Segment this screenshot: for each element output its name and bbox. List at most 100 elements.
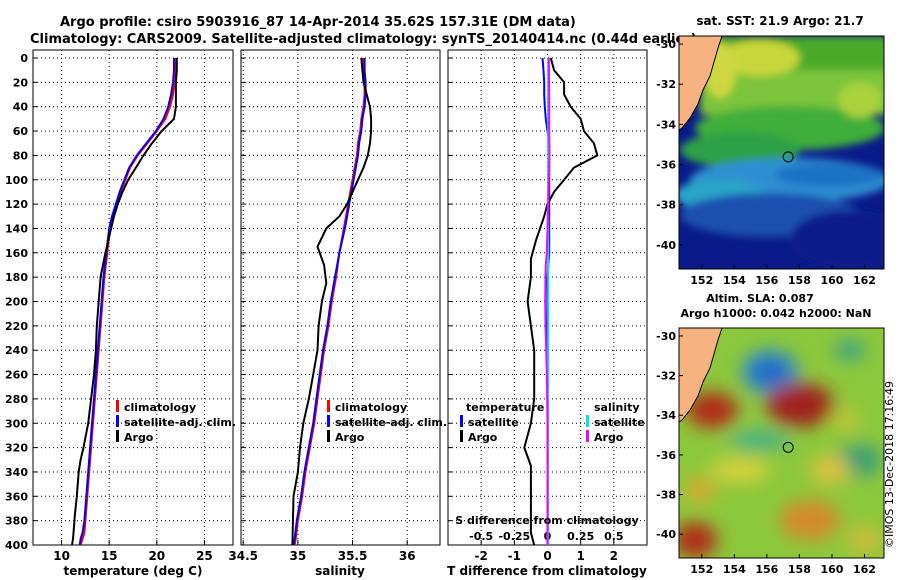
map-y-tick-label: -40: [656, 528, 676, 541]
legend-label-satellite: satellite-adj. clim.: [124, 416, 236, 429]
s-tick-label: 0.5: [604, 530, 624, 543]
map-x-tick-label: 158: [788, 563, 811, 576]
map-y-tick-label: -38: [656, 199, 676, 212]
y-tick-label: 0: [20, 52, 28, 65]
map-x-tick-label: 152: [690, 274, 713, 287]
map-x-tick-label: 152: [690, 563, 713, 576]
y-tick-label: 280: [5, 393, 28, 406]
x-tick-label: 35.5: [338, 549, 368, 563]
legend-title-temperature: temperature: [466, 401, 544, 414]
legend-label-s-satellite: satellite: [594, 416, 645, 429]
x-tick-label: 35: [290, 549, 307, 563]
y-tick-label: 320: [5, 442, 28, 455]
map-y-tick-label: -34: [656, 118, 676, 131]
map-x-tick-label: 154: [723, 563, 746, 576]
map-y-tick-label: -36: [656, 449, 676, 462]
x-tick-label: 25: [196, 549, 213, 563]
x-tick-label: 1: [576, 549, 584, 563]
map-y-tick-label: -30: [656, 38, 676, 51]
map-y-tick-label: -34: [656, 409, 676, 422]
legend-swatch-s-satellite: [586, 415, 589, 427]
salinity-legend: climatology satellite-adj. clim. Argo: [327, 400, 447, 444]
map-x-tick-label: 156: [755, 274, 778, 287]
legend-label-s-argo: Argo: [594, 431, 624, 444]
map-x-tick-label: 160: [820, 563, 843, 576]
y-tick-label: 400: [5, 539, 28, 552]
temperature-panel: 0 20 40 60 80 100 120 140 160 180 200 220 240 260 280 3…: [5, 49, 234, 578]
x-tick-label: 36: [399, 549, 416, 563]
x-tick-label: 15: [101, 549, 118, 563]
sla-map-title-2: Argo h1000: 0.042 h2000: NaN: [680, 307, 871, 320]
y-tick-label: 120: [5, 198, 28, 211]
legend-label-t-argo: Argo: [468, 431, 498, 444]
y-tick-label: 180: [5, 271, 28, 284]
legend-swatch-climatology: [116, 400, 119, 412]
difference-legend: temperature satellite Argo salinity sate…: [460, 401, 645, 444]
series-argo: [291, 57, 373, 545]
x-tick-label: 34.5: [228, 549, 258, 563]
sla-map: 152 154 156 158 160 162 -30 -32 -34 -36 -38 -40: [656, 327, 885, 576]
legend-label-t-satellite: satellite: [468, 416, 519, 429]
header-line-2: Climatology: CARS2009. Satellite-adjuste…: [30, 32, 697, 47]
y-tick-label: 340: [5, 466, 28, 479]
y-tick-label: 80: [13, 149, 29, 162]
y-tick-label: 260: [5, 369, 28, 382]
legend-label-argo: Argo: [124, 431, 154, 444]
y-tick-label: 60: [13, 125, 29, 138]
y-tick-label: 40: [13, 101, 29, 114]
y-tick-label: 300: [5, 417, 28, 430]
map-y-tick-label: -30: [656, 330, 676, 343]
legend-swatch-s-argo: [586, 430, 589, 442]
difference-s-xlabel: S difference from climatology: [455, 514, 639, 527]
y-tick-label: 220: [5, 320, 28, 333]
sla-map-title-1: Altim. SLA: 0.087: [706, 292, 813, 305]
map-x-tick-label: 154: [723, 274, 746, 287]
map-y-tick-label: -38: [656, 489, 676, 502]
x-tick-label: 10: [53, 549, 70, 563]
sst-map-title: sat. SST: 21.9 Argo: 21.7: [696, 14, 863, 28]
legend-swatch-t-argo: [460, 430, 463, 442]
series-s-argo: [544, 57, 551, 545]
map-x-tick-label: 160: [820, 274, 843, 287]
legend-title-salinity: salinity: [594, 401, 640, 414]
map-x-tick-label: 162: [853, 563, 876, 576]
series-argo: [71, 58, 178, 545]
legend-label-argo: Argo: [335, 431, 365, 444]
y-tick-label: 160: [5, 247, 28, 260]
s-tick-label: -0.25: [498, 530, 530, 543]
temperature-legend: climatology satellite-adj. clim. Argo: [116, 400, 236, 444]
y-tick-label: 20: [13, 76, 29, 89]
salinity-panel: 34.5 35 35.5 36 salinity: [228, 49, 441, 578]
map-x-tick-label: 158: [788, 274, 811, 287]
temperature-xlabel: temperature (deg C): [64, 564, 203, 578]
sst-map: 152 154 156 158 160 162 -30 -32 -34 -36 -38 -40: [656, 35, 885, 287]
legend-label-climatology: climatology: [124, 401, 196, 414]
map-x-tick-label: 162: [853, 274, 876, 287]
map-x-tick-label: 156: [755, 563, 778, 576]
imos-watermark: ©IMOS 13-Dec-2018 17:16:49: [883, 381, 896, 548]
y-tick-label: 200: [5, 296, 28, 309]
legend-label-climatology: climatology: [335, 401, 407, 414]
series-satellite-adj-clim-: [292, 58, 367, 545]
map-y-tick-label: -40: [656, 239, 676, 252]
s-tick-label: 0.25: [567, 530, 594, 543]
argo-location-marker: [782, 441, 794, 453]
x-tick-label: 0: [543, 549, 551, 563]
x-tick-label: 2: [610, 549, 618, 563]
header-line-1: Argo profile: csiro 5903916_87 14-Apr-20…: [60, 15, 576, 30]
legend-swatch-climatology: [327, 400, 330, 412]
map-y-tick-label: -32: [656, 370, 676, 383]
argo-location-marker: [782, 151, 794, 163]
y-tick-label: 360: [5, 490, 28, 503]
series-t-argo: [523, 57, 599, 545]
x-tick-label: 20: [148, 549, 165, 563]
legend-label-satellite: satellite-adj. clim.: [335, 416, 447, 429]
legend-swatch-t-satellite: [460, 415, 463, 427]
legend-swatch-satellite: [327, 415, 330, 427]
legend-swatch-argo: [116, 430, 119, 442]
y-tick-label: 100: [5, 174, 28, 187]
series-climatology: [293, 58, 366, 545]
salinity-xlabel: salinity: [315, 564, 365, 578]
difference-panel: -2 -1 0 1 2 -0.5 -0.25 0 0.25 0.5 T difference f…: [447, 49, 648, 578]
